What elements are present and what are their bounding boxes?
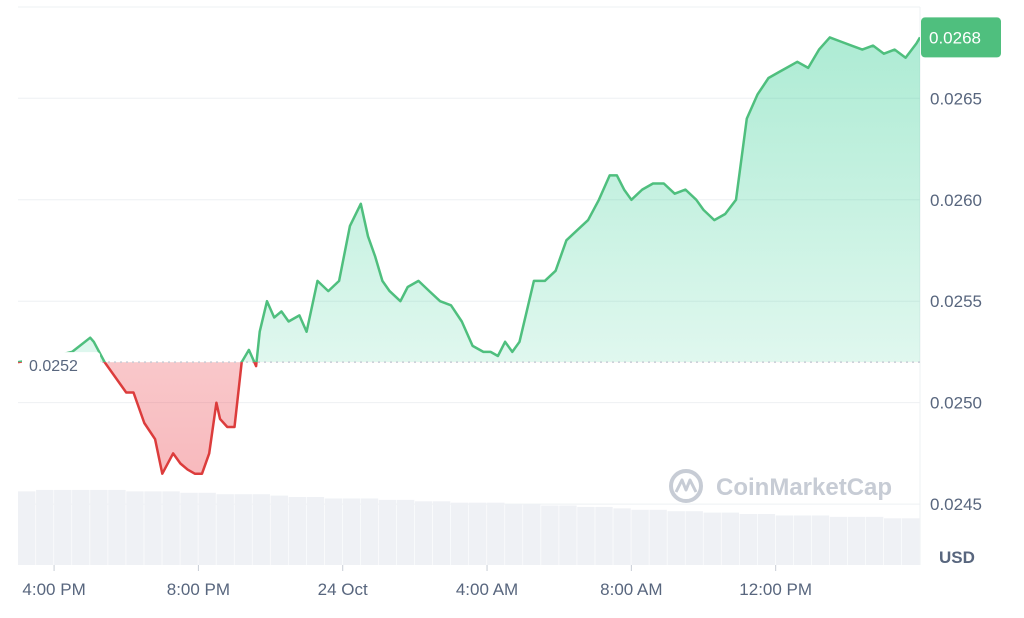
volume-bar [631,509,649,565]
volume-bar [72,489,90,565]
volume-bar [450,502,469,565]
volume-bar [487,502,505,565]
volume-bar [721,512,739,565]
price-areas [18,37,920,474]
volume-bar [270,495,288,565]
x-tick-label: 12:00 PM [739,580,812,599]
volume-bar [216,494,234,565]
volume-bar [396,499,415,565]
volume-bar [577,506,595,565]
volume-bar [288,497,307,565]
x-tick-label: 8:00 PM [167,580,230,599]
volume-bar [378,499,397,565]
volume-bar [469,502,487,565]
volume-bar [793,515,812,565]
last-price-badge: 0.0268 [921,17,1001,58]
price-line-up [18,36,920,363]
price-line-down [18,362,258,475]
x-tick-label: 4:00 PM [22,580,85,599]
x-tick-label: 8:00 AM [600,580,662,599]
volume-bar [432,501,451,565]
y-tick-label: 0.0260 [930,191,982,210]
volume-bar [667,511,685,565]
volume-bar [234,494,252,565]
watermark: CoinMarketCap [669,469,892,503]
baseline-label: 0.0252 [22,352,100,375]
volume-bar [613,508,631,565]
volume-bar [739,514,758,565]
up-area [18,37,920,363]
volume-bar [54,489,72,565]
volume-bar [505,504,523,565]
volume-bar [324,498,343,565]
volume-bar [162,491,180,565]
volume-bars [18,489,920,565]
volume-bar [883,518,902,565]
volume-bar [649,509,667,565]
volume-bar [559,505,577,565]
x-axis: 4:00 PM 8:00 PM 24 Oct 4:00 AM 8:00 AM 12:00 … [22,565,812,599]
volume-bar [865,516,884,565]
down-area [18,362,920,474]
y-axis: 0.0245 0.0250 0.0255 0.0260 0.0265 [930,89,982,514]
volume-bar [36,489,54,565]
volume-bar [198,492,216,565]
volume-bar [90,489,108,565]
watermark-text: CoinMarketCap [716,474,892,501]
y-tick-label: 0.0255 [930,292,982,311]
volume-bar [360,498,379,565]
x-tick-label: 24 Oct [318,580,368,599]
volume-bar [523,504,541,565]
y-tick-label: 0.0250 [930,394,982,413]
volume-bar [703,512,721,565]
volume-bar [414,501,433,565]
volume-bar [541,505,559,565]
volume-bar [829,516,848,565]
coinmarketcap-logo-icon [669,469,703,503]
volume-bar [685,511,703,565]
price-lines [18,36,920,475]
volume-bar [811,515,830,565]
volume-bar [775,515,794,565]
x-tick-label: 4:00 AM [456,580,518,599]
volume-bar [252,494,270,565]
volume-bar [847,516,866,565]
volume-bar [901,518,920,565]
currency-label: USD [939,548,975,567]
last-price-value: 0.0268 [929,28,981,47]
volume-bar [342,498,361,565]
volume-bar [757,514,776,565]
volume-bar [108,489,126,565]
volume-bar [180,492,198,565]
baseline-value: 0.0252 [29,358,78,375]
volume-bar [126,491,144,565]
y-tick-label: 0.0245 [930,495,982,514]
volume-bar [595,506,613,565]
volume-bar [306,497,325,565]
volume-bar [18,491,36,565]
y-tick-label: 0.0265 [930,89,982,108]
volume-bar [144,491,162,565]
